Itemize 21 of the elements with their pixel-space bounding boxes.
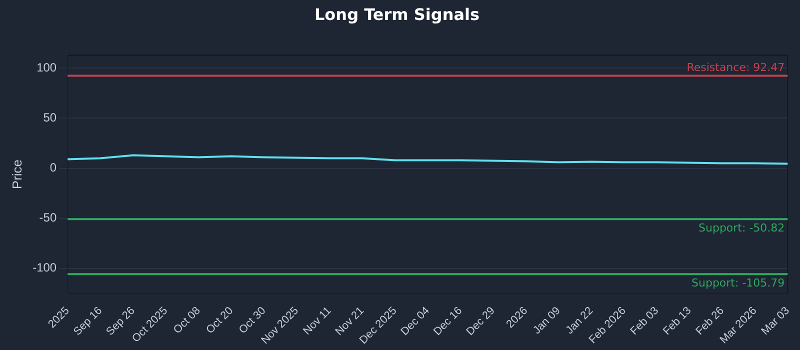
y-tick-label: 100 [36,60,57,75]
x-tick-label: Nov 11 [301,304,334,338]
ref-line-label: Resistance: 92.47 [686,61,785,74]
y-tick-label: -50 [39,210,57,225]
y-tick-label: -100 [32,260,57,275]
y-tick-label: 50 [43,110,57,125]
x-tick-label: Feb 13 [661,304,694,338]
x-tick-label: Mar 03 [759,304,792,338]
x-tick-label: Feb 03 [628,304,662,338]
ref-line-label: Support: -105.79 [692,276,785,290]
y-axis-title: Price [9,159,24,190]
x-tick-label: Sep 16 [71,304,105,338]
x-tick-label: Oct 20 [204,304,236,336]
x-tick-label: Dec 16 [432,304,465,338]
y-tick-label: 0 [50,160,57,175]
x-tick-label: Oct 08 [171,304,203,336]
x-tick-label: Jan 09 [530,304,563,337]
x-tick-label: Dec 04 [398,304,432,338]
x-tick-label: Dec 29 [464,304,498,338]
ref-line-label: Support: -50.82 [698,221,785,234]
chart-title: Long Term Signals [314,4,480,24]
